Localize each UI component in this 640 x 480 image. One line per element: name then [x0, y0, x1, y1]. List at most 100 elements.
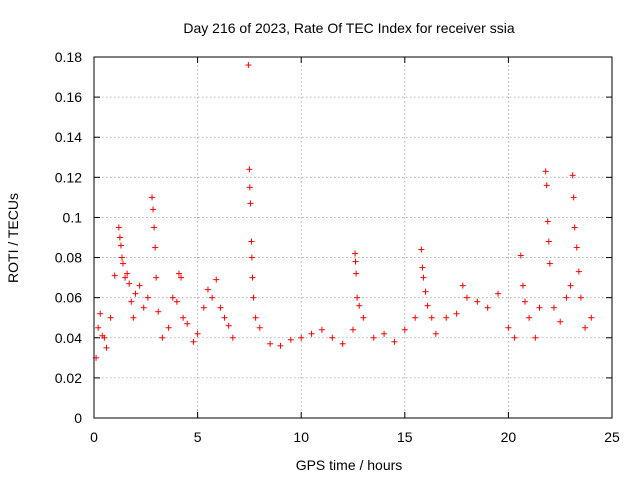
- data-point: [173, 298, 180, 305]
- y-tick-label: 0.04: [55, 330, 82, 346]
- data-point: [277, 342, 284, 349]
- data-point: [115, 224, 122, 231]
- data-point: [370, 334, 377, 341]
- data-point: [246, 184, 253, 191]
- data-point: [248, 238, 255, 245]
- data-point: [519, 282, 526, 289]
- data-point: [204, 286, 211, 293]
- data-point: [567, 282, 574, 289]
- data-points: [93, 62, 595, 361]
- data-point: [298, 334, 305, 341]
- data-point: [563, 294, 570, 301]
- x-tick-label: 20: [501, 429, 517, 445]
- data-point: [432, 330, 439, 337]
- data-point: [248, 254, 255, 261]
- data-point: [194, 330, 201, 337]
- y-tick-label: 0.1: [63, 209, 83, 225]
- x-tick-label: 0: [90, 429, 98, 445]
- data-point: [412, 314, 419, 321]
- data-point: [120, 260, 127, 267]
- data-point: [569, 172, 576, 179]
- data-point: [521, 298, 528, 305]
- data-point: [428, 314, 435, 321]
- y-tick-label: 0.12: [55, 169, 82, 185]
- data-point: [571, 224, 578, 231]
- y-tick-label: 0.14: [55, 129, 82, 145]
- y-tick-label: 0.08: [55, 250, 82, 266]
- x-tick-label: 15: [397, 429, 413, 445]
- data-point: [159, 334, 166, 341]
- data-point: [546, 260, 553, 267]
- data-point: [175, 270, 182, 277]
- y-tick-label: 0.02: [55, 370, 82, 386]
- data-point: [152, 244, 159, 251]
- data-point: [419, 264, 426, 271]
- data-point: [150, 206, 157, 213]
- data-point: [101, 334, 108, 341]
- data-point: [209, 294, 216, 301]
- data-point: [545, 238, 552, 245]
- data-point: [484, 304, 491, 311]
- plot-frame: [93, 56, 613, 419]
- data-point: [122, 274, 129, 281]
- data-point: [542, 168, 549, 175]
- x-axis-label: GPS time / hours: [296, 457, 403, 473]
- data-point: [463, 294, 470, 301]
- data-point: [424, 302, 431, 309]
- data-point: [329, 334, 336, 341]
- data-point: [575, 268, 582, 275]
- y-tick-label: 0: [74, 410, 82, 426]
- data-point: [495, 290, 502, 297]
- data-point: [246, 166, 253, 173]
- data-point: [250, 294, 257, 301]
- data-point: [140, 304, 147, 311]
- data-point: [588, 314, 595, 321]
- x-tick-label: 10: [293, 429, 309, 445]
- data-point: [352, 258, 359, 265]
- data-point: [339, 340, 346, 347]
- data-point: [180, 314, 187, 321]
- data-point: [267, 340, 274, 347]
- data-point: [200, 304, 207, 311]
- x-tick-labels: 0 5 10 15 20 25: [90, 429, 620, 445]
- data-point: [401, 326, 408, 333]
- data-point: [132, 290, 139, 297]
- data-point: [107, 314, 114, 321]
- data-point: [532, 334, 539, 341]
- data-point: [550, 304, 557, 311]
- data-point: [247, 200, 254, 207]
- data-point: [217, 304, 224, 311]
- data-point: [151, 224, 158, 231]
- data-point: [184, 320, 191, 327]
- data-point: [178, 274, 185, 281]
- data-point: [391, 338, 398, 345]
- data-point: [103, 344, 110, 351]
- data-point: [577, 294, 584, 301]
- data-point: [544, 218, 551, 225]
- data-point: [155, 308, 162, 315]
- data-point: [353, 270, 360, 277]
- data-point: [308, 330, 315, 337]
- x-tick-label: 25: [604, 429, 620, 445]
- y-tick-label: 0.16: [55, 89, 82, 105]
- data-point: [573, 244, 580, 251]
- data-point: [287, 336, 294, 343]
- data-point: [225, 322, 232, 329]
- data-point: [221, 314, 228, 321]
- data-point: [165, 324, 172, 331]
- data-point: [213, 276, 220, 283]
- data-point: [149, 194, 156, 201]
- data-point: [356, 302, 363, 309]
- data-point: [420, 274, 427, 281]
- data-point: [570, 194, 577, 201]
- data-point: [144, 294, 151, 301]
- data-point: [111, 272, 118, 279]
- data-point: [536, 304, 543, 311]
- data-point: [474, 298, 481, 305]
- data-point: [511, 334, 518, 341]
- data-point: [360, 314, 367, 321]
- data-point: [381, 330, 388, 337]
- data-point: [229, 334, 236, 341]
- data-point: [422, 288, 429, 295]
- grid-lines: [94, 57, 612, 418]
